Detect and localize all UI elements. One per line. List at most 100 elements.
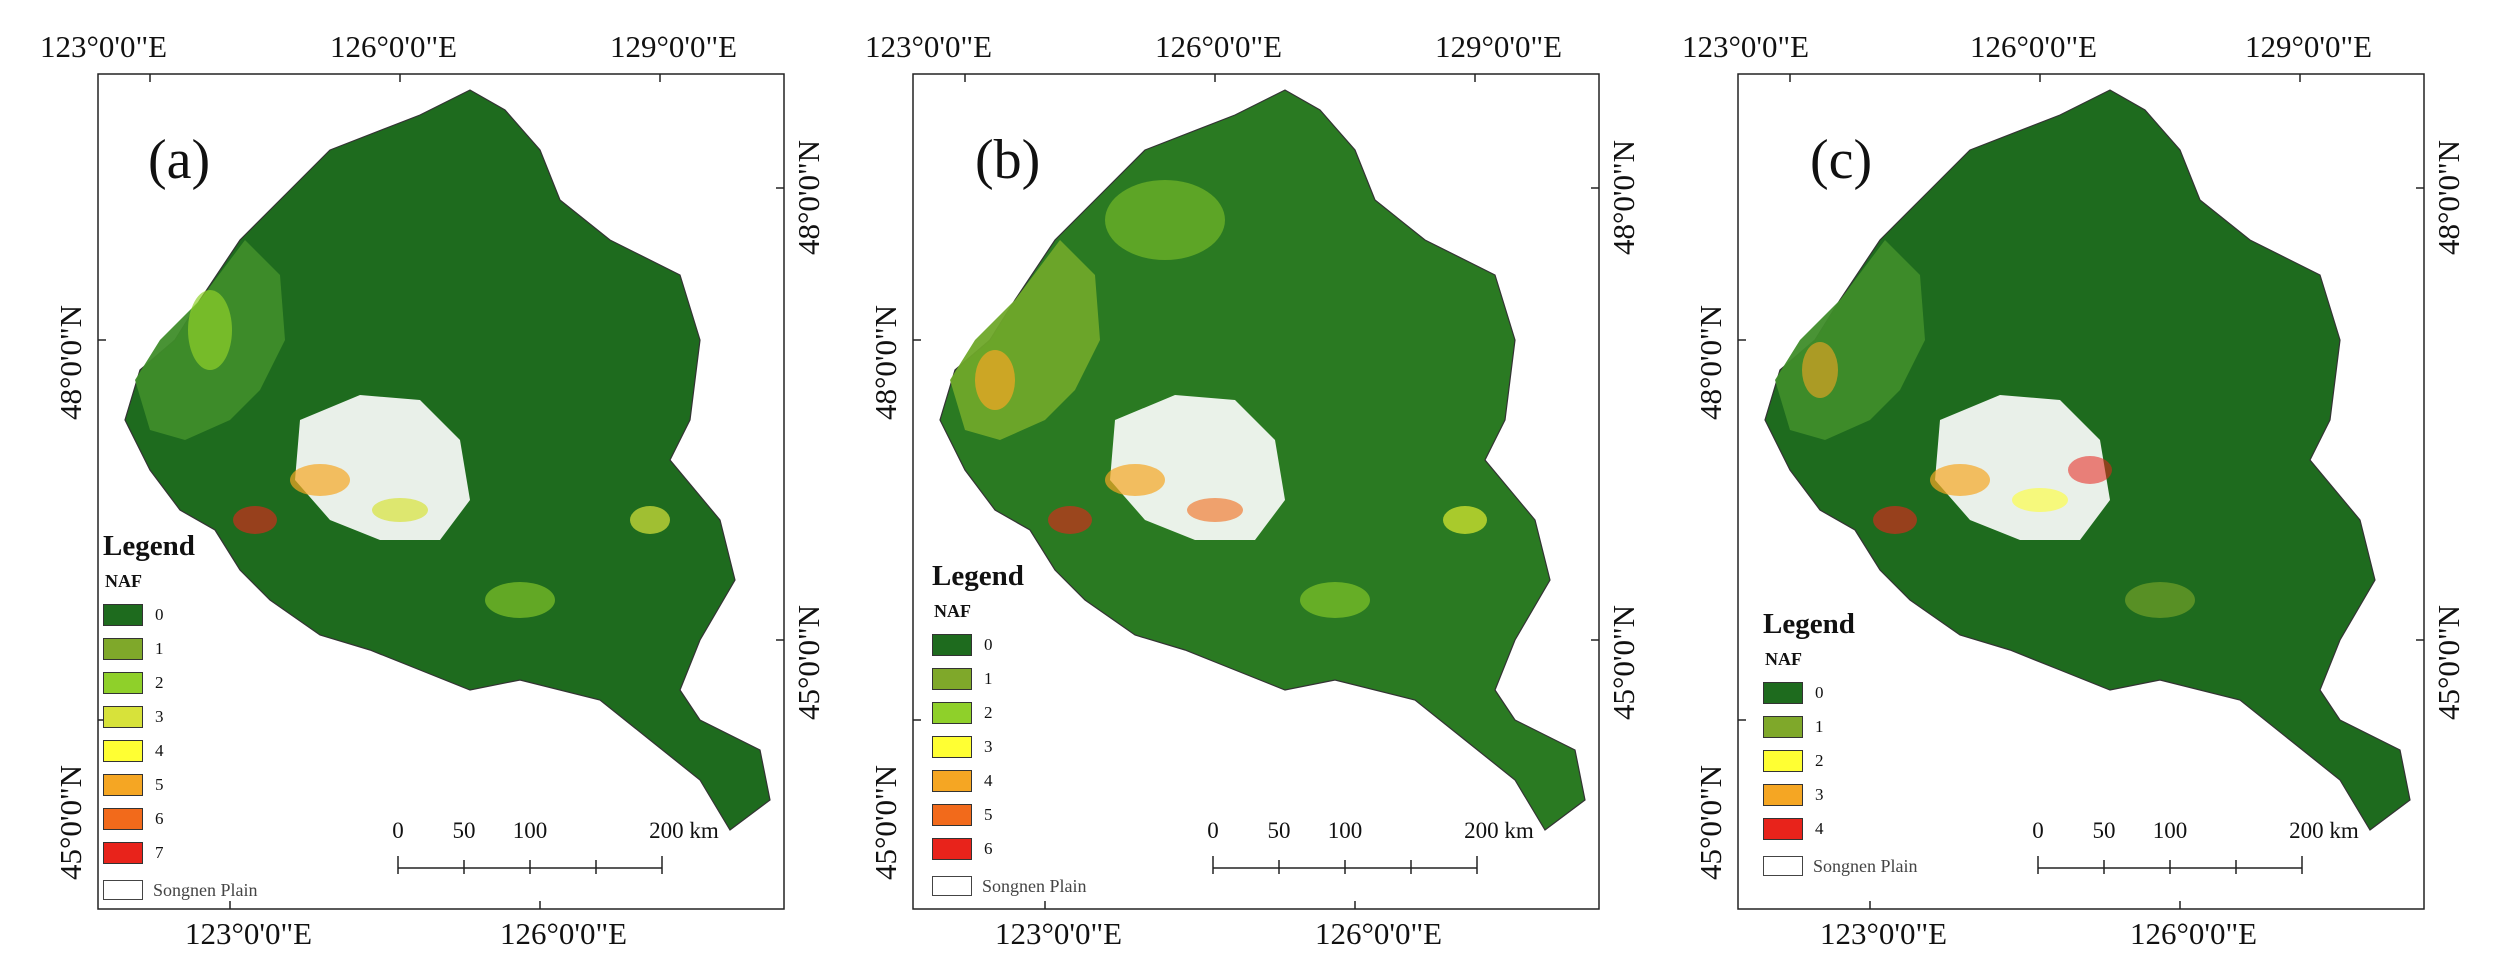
lon-label-bottom: 123°0'0"E [995,916,1123,951]
legend-swatch [103,638,143,660]
legend: Legend NAF 0 1 2 3 4 Songnen Plain [1763,608,1918,880]
legend-value: 7 [155,843,164,862]
lat-label-left: 48°0'0"N [868,304,903,420]
scale-tick-label: 100 [2152,818,2188,843]
legend: Legend NAF 0 1 2 3 4 5 6 7 Songnen Plain [103,530,258,904]
boundary-label: Songnen Plain [1813,855,1918,876]
lat-label-right: 45°0'0"N [1606,604,1641,720]
lon-label-bottom: 126°0'0"E [500,916,628,951]
scale-tick-label: 100 [512,818,548,843]
map-panel-a: 123°0'0"E 126°0'0"E 129°0'0"E 123°0'0"E … [0,0,835,970]
legend-swatch [103,706,143,728]
legend-boundary: Songnen Plain [932,872,1087,900]
legend-swatch [932,668,972,690]
high-naf-patches [188,290,670,618]
legend-classes: 0 1 2 3 4 5 6 7 [103,598,258,870]
legend-boundary: Songnen Plain [103,876,258,904]
legend-subtitle: NAF [934,601,971,621]
legend-title: Legend [103,530,195,562]
legend-subtitle: NAF [105,571,142,591]
legend-item: 2 [103,666,258,700]
high-naf-patches [1802,342,2195,618]
legend-item: 2 [932,696,1087,730]
central-low-area [1110,395,1285,540]
legend-item: 3 [932,730,1087,764]
scale-tick-label: 0 [1207,818,1219,843]
legend-value: 2 [984,703,993,722]
scale-tick-label: 50 [1267,818,1291,843]
legend-value: 1 [1815,717,1824,736]
scale-labels: 0 50 100 200 km [1670,818,2505,848]
legend-value: 6 [984,839,993,858]
legend-item: 1 [932,662,1087,696]
lat-label-left: 48°0'0"N [1693,304,1728,420]
legend-item: 5 [103,768,258,802]
legend-item: 0 [932,628,1087,662]
legend-subtitle: NAF [1765,649,1802,669]
legend-swatch [932,634,972,656]
scale-tick-label: 200 km [1464,818,1534,843]
graticule-ticks [1738,74,2424,909]
legend-swatch [1763,682,1803,704]
legend-value: 0 [1815,683,1824,702]
legend-classes: 0 1 2 3 4 [1763,676,1918,846]
legend-item: 4 [103,734,258,768]
legend-swatch [932,770,972,792]
legend-classes: 0 1 2 3 4 5 6 [932,628,1087,866]
scale-bar [397,856,663,874]
panel-label: (c) [1810,129,1873,191]
legend-swatch [1763,818,1803,840]
legend-value: 4 [984,771,993,790]
legend-value: 0 [155,605,164,624]
scale-tick-label: 0 [2032,818,2044,843]
boundary-swatch [1763,856,1803,876]
legend-item: 3 [1763,778,1918,812]
legend-item: 4 [932,764,1087,798]
legend-item: 5 [932,798,1087,832]
legend-item: 2 [1763,744,1918,778]
legend: Legend NAF 0 1 2 3 4 5 6 Songnen Plain [932,560,1087,900]
boundary-swatch [103,880,143,900]
lon-label-top: 126°0'0"E [330,29,458,64]
legend-swatch [103,842,143,864]
legend-value: 2 [155,673,164,692]
lon-label-top: 123°0'0"E [865,29,993,64]
legend-item: 4 [1763,812,1918,846]
legend-value: 2 [1815,751,1824,770]
scale-tick-label: 200 km [649,818,719,843]
lon-label-top: 123°0'0"E [40,29,168,64]
graticule-ticks [913,74,1599,909]
lon-label-top: 129°0'0"E [2245,29,2373,64]
legend-swatch [932,838,972,860]
lat-label-right: 48°0'0"N [2431,139,2466,255]
legend-title: Legend [1763,608,1855,640]
scale-bar [1212,856,1478,874]
legend-swatch [103,740,143,762]
legend-value: 6 [155,809,164,828]
lon-label-top: 126°0'0"E [1970,29,2098,64]
legend-swatch [103,604,143,626]
legend-value: 1 [984,669,993,688]
high-naf-patches [975,180,1487,618]
scale-tick-label: 100 [1327,818,1363,843]
map-canvas-a [97,73,785,910]
legend-item: 6 [103,802,258,836]
legend-swatch [932,804,972,826]
legend-item: 3 [103,700,258,734]
scale-tick-label: 50 [452,818,476,843]
legend-item: 7 [103,836,258,870]
lon-label-bottom: 123°0'0"E [1820,916,1948,951]
lat-label-left: 48°0'0"N [53,304,88,420]
boundary-label: Songnen Plain [982,875,1087,896]
legend-swatch [103,672,143,694]
legend-item: 0 [1763,676,1918,710]
legend-value: 5 [984,805,993,824]
legend-value: 4 [1815,819,1824,838]
map-panel-c: 123°0'0"E 126°0'0"E 129°0'0"E 123°0'0"E … [1670,0,2505,970]
legend-boundary: Songnen Plain [1763,852,1918,880]
legend-title: Legend [932,560,1024,592]
boundary-swatch [932,876,972,896]
lon-label-top: 126°0'0"E [1155,29,1283,64]
lon-label-bottom: 123°0'0"E [185,916,313,951]
lat-label-right: 48°0'0"N [1606,139,1641,255]
